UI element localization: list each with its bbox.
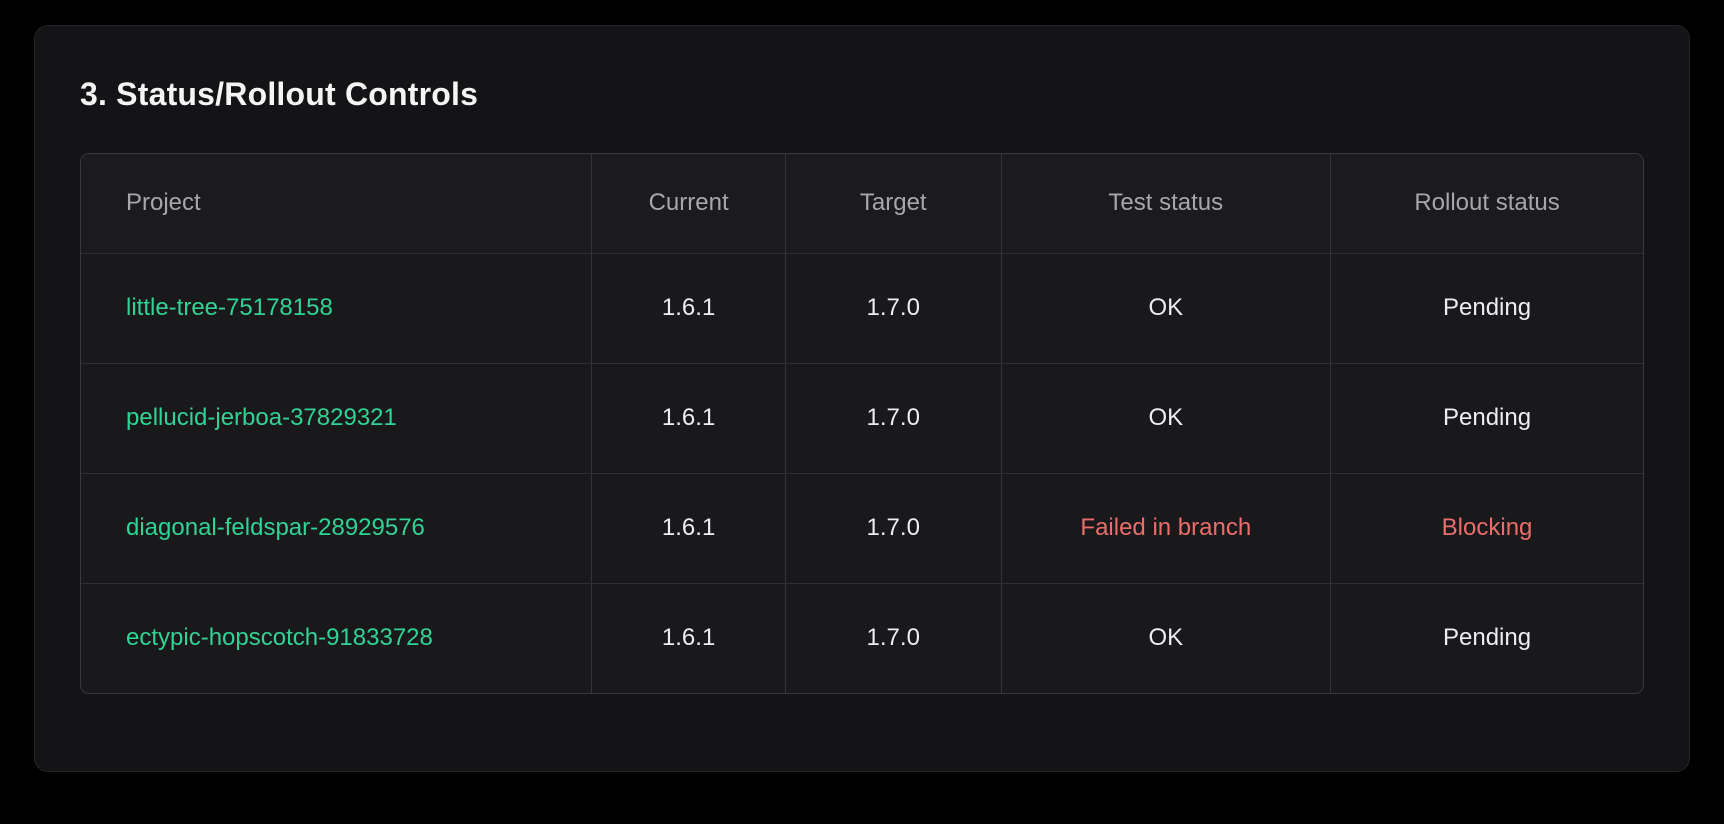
target-version-cell: 1.7.0 bbox=[785, 583, 1002, 693]
table-row: diagonal-feldspar-28929576 1.6.1 1.7.0 F… bbox=[81, 473, 1643, 584]
column-header-project: Project bbox=[81, 154, 593, 254]
current-version-cell: 1.6.1 bbox=[591, 363, 786, 474]
rollout-status-cell: Pending bbox=[1330, 253, 1643, 364]
project-link[interactable]: little-tree-75178158 bbox=[126, 294, 333, 321]
column-header-current: Current bbox=[591, 154, 786, 254]
project-link[interactable]: diagonal-feldspar-28929576 bbox=[126, 514, 425, 541]
project-cell: pellucid-jerboa-37829321 bbox=[81, 363, 593, 474]
table-row: ectypic-hopscotch-91833728 1.6.1 1.7.0 O… bbox=[81, 583, 1643, 693]
rollout-table: Project Current Target Test status Rollo… bbox=[81, 154, 1643, 693]
project-cell: ectypic-hopscotch-91833728 bbox=[81, 583, 593, 693]
column-header-rollout-status: Rollout status bbox=[1330, 154, 1643, 254]
table-row: pellucid-jerboa-37829321 1.6.1 1.7.0 OK … bbox=[81, 363, 1643, 474]
test-status-cell: OK bbox=[1001, 253, 1332, 364]
test-status-cell: Failed in branch bbox=[1001, 473, 1332, 584]
target-version-cell: 1.7.0 bbox=[785, 473, 1002, 584]
table-header-row: Project Current Target Test status Rollo… bbox=[81, 154, 1643, 254]
column-header-target: Target bbox=[785, 154, 1002, 254]
test-status-cell: OK bbox=[1001, 363, 1332, 474]
current-version-cell: 1.6.1 bbox=[591, 583, 786, 693]
test-status-cell: OK bbox=[1001, 583, 1332, 693]
table-row: little-tree-75178158 1.6.1 1.7.0 OK Pend… bbox=[81, 253, 1643, 364]
current-version-cell: 1.6.1 bbox=[591, 473, 786, 584]
section-title: 3. Status/Rollout Controls bbox=[80, 76, 479, 112]
rollout-table-container: Project Current Target Test status Rollo… bbox=[80, 153, 1644, 694]
current-version-cell: 1.6.1 bbox=[591, 253, 786, 364]
rollout-status-cell: Pending bbox=[1330, 363, 1643, 474]
project-cell: diagonal-feldspar-28929576 bbox=[81, 473, 593, 584]
status-rollout-card: 3. Status/Rollout Controls Project Curre… bbox=[34, 25, 1690, 772]
target-version-cell: 1.7.0 bbox=[785, 363, 1002, 474]
project-cell: little-tree-75178158 bbox=[81, 253, 593, 364]
column-header-test-status: Test status bbox=[1001, 154, 1332, 254]
rollout-status-cell: Blocking bbox=[1330, 473, 1643, 584]
project-link[interactable]: ectypic-hopscotch-91833728 bbox=[126, 624, 433, 652]
target-version-cell: 1.7.0 bbox=[785, 253, 1002, 364]
project-link[interactable]: pellucid-jerboa-37829321 bbox=[126, 404, 397, 431]
rollout-status-cell: Pending bbox=[1330, 583, 1643, 693]
